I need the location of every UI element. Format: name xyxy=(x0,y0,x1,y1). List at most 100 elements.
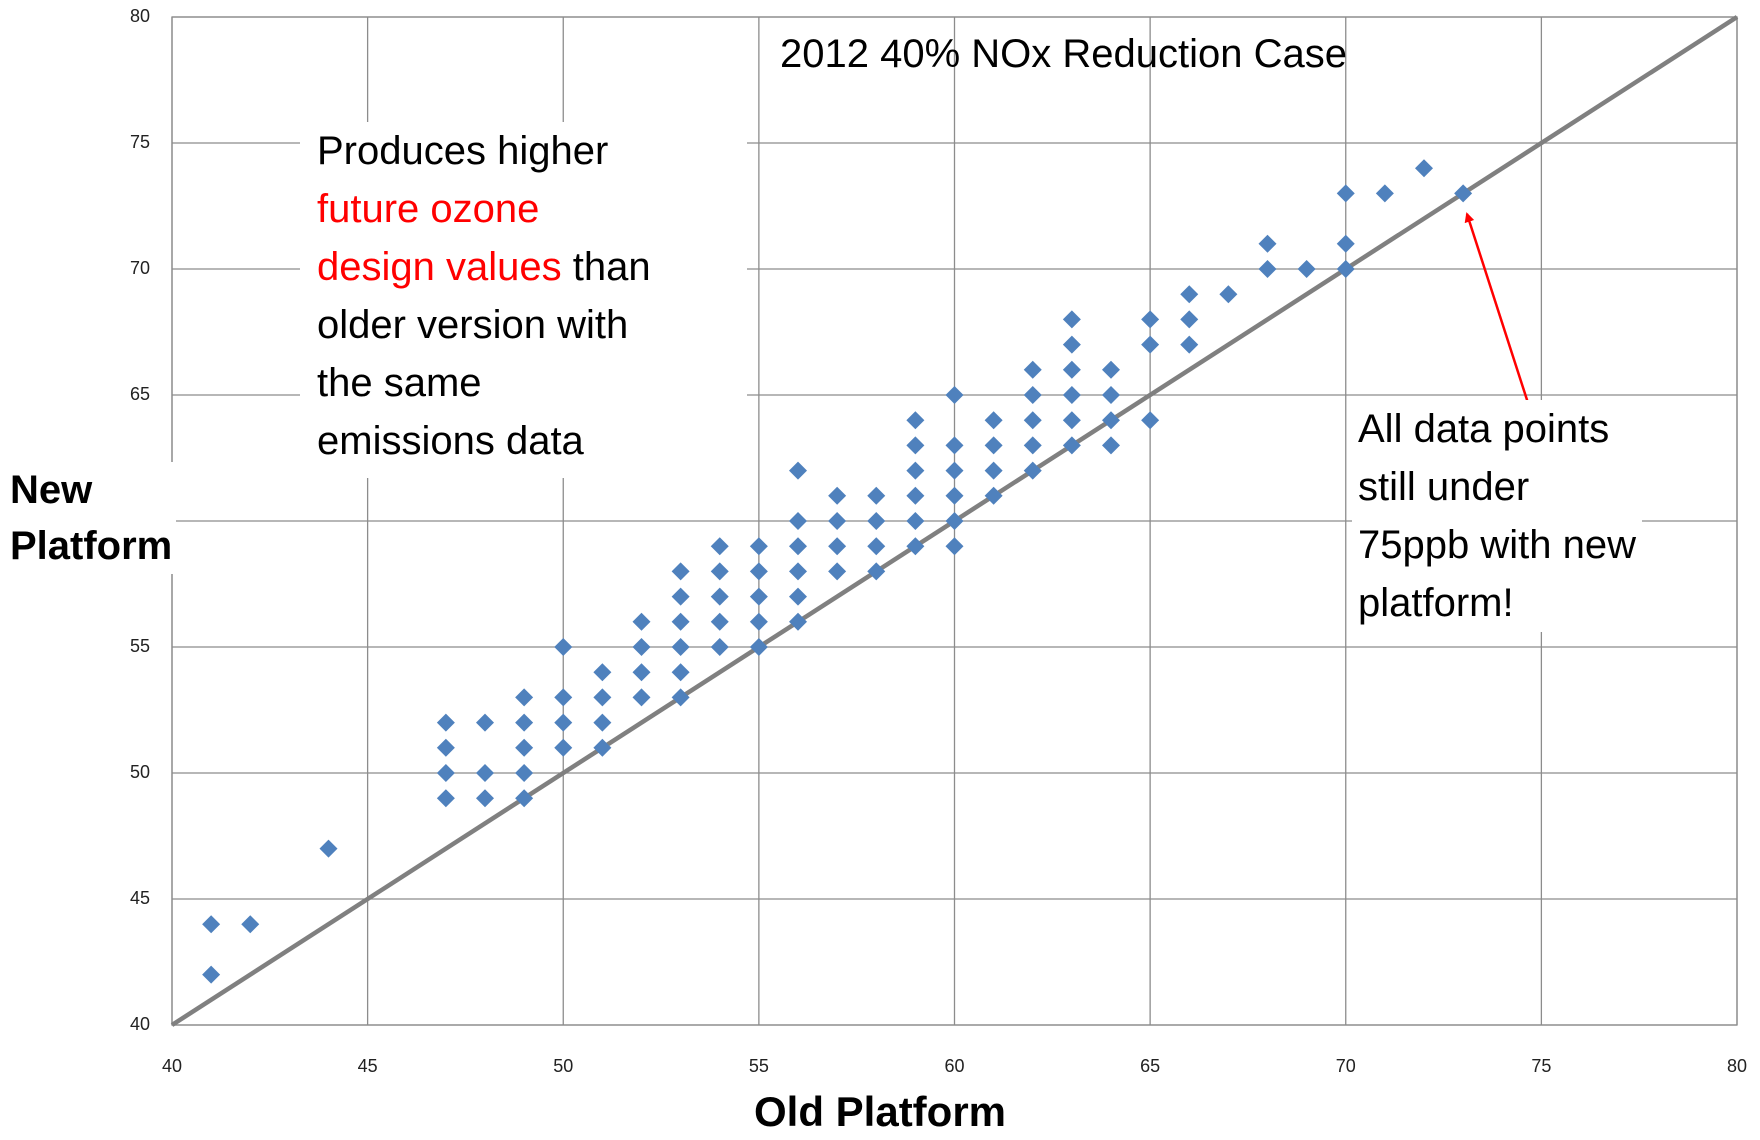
point xyxy=(1258,260,1277,278)
point xyxy=(710,537,729,556)
point xyxy=(202,965,221,984)
point xyxy=(984,461,1003,480)
point xyxy=(1180,310,1199,329)
point xyxy=(436,789,455,808)
x-tick-label: 75 xyxy=(1531,1056,1551,1076)
point xyxy=(476,789,494,808)
point xyxy=(749,638,768,656)
point xyxy=(789,537,807,556)
point xyxy=(671,562,690,581)
point xyxy=(1102,411,1120,430)
point xyxy=(593,738,612,757)
point xyxy=(789,562,807,581)
x-tick-label: 80 xyxy=(1727,1056,1747,1076)
annotation-line: older version with xyxy=(317,296,747,354)
y-axis-label-line: Platform xyxy=(10,524,173,568)
annotation: Produces higher future ozone design values… xyxy=(300,122,747,478)
point xyxy=(945,512,964,530)
point xyxy=(1141,310,1160,329)
point xyxy=(1062,436,1081,455)
annotation-text: older version with xyxy=(317,303,629,347)
point xyxy=(1141,411,1160,430)
point xyxy=(867,562,886,581)
point xyxy=(1141,335,1160,354)
point xyxy=(1102,360,1120,379)
annotation-line: still under xyxy=(1358,458,1636,516)
point xyxy=(906,411,925,430)
point xyxy=(789,461,807,480)
point xyxy=(828,537,847,556)
annotation-line: future ozone xyxy=(317,180,747,238)
point xyxy=(632,688,651,707)
annotation-line: design values than xyxy=(317,238,747,296)
point xyxy=(671,587,690,606)
x-tick-label: 40 xyxy=(162,1056,182,1076)
y-axis-label: New Platform xyxy=(10,462,177,574)
y-axis-label-line: New xyxy=(10,468,93,512)
point xyxy=(515,688,534,707)
annotation-text: All data points xyxy=(1358,407,1610,451)
annotation: All data points still under 75ppb with new… xyxy=(1352,400,1642,632)
point xyxy=(710,612,729,631)
annotation-line: platform! xyxy=(1358,574,1636,632)
point xyxy=(515,738,534,757)
point xyxy=(945,436,964,455)
point xyxy=(671,663,690,682)
point xyxy=(436,738,455,757)
point xyxy=(828,562,847,581)
point xyxy=(710,562,729,581)
point xyxy=(945,461,964,480)
x-axis-label: Old Platform xyxy=(753,1088,1007,1135)
y-tick-label: 80 xyxy=(130,6,150,26)
y-tick-label: 50 xyxy=(130,762,150,782)
point xyxy=(828,486,847,505)
point xyxy=(1180,335,1199,354)
point xyxy=(554,738,573,757)
y-tick-label: 45 xyxy=(130,888,150,908)
point xyxy=(984,436,1003,455)
y-tick-label: 65 xyxy=(130,384,150,404)
point xyxy=(1454,184,1473,203)
point xyxy=(749,537,768,556)
x-tick-label: 60 xyxy=(944,1056,964,1076)
y-tick-label: 40 xyxy=(130,1014,150,1034)
marks xyxy=(170,15,1739,1027)
x-tick-label: 55 xyxy=(749,1056,769,1076)
annotation-text: platform! xyxy=(1358,581,1514,625)
point xyxy=(945,386,964,404)
point xyxy=(671,688,690,707)
point xyxy=(867,486,886,505)
point xyxy=(789,587,807,606)
point xyxy=(476,764,494,782)
point xyxy=(1180,285,1199,304)
point xyxy=(828,512,847,530)
point xyxy=(906,461,925,480)
point xyxy=(1102,436,1120,455)
point xyxy=(515,713,534,732)
point xyxy=(867,537,886,556)
point xyxy=(554,688,573,707)
annotation-line: emissions data xyxy=(317,412,747,470)
point xyxy=(436,713,455,732)
point xyxy=(906,486,925,505)
point xyxy=(476,713,494,732)
point xyxy=(1062,386,1081,404)
x-tick-label: 70 xyxy=(1336,1056,1356,1076)
point xyxy=(1023,360,1042,379)
point xyxy=(1258,234,1277,253)
point xyxy=(945,537,964,556)
point xyxy=(1375,184,1394,203)
y-tick-label: 70 xyxy=(130,258,150,278)
point xyxy=(554,638,573,656)
point xyxy=(984,411,1003,430)
point xyxy=(436,764,455,782)
point xyxy=(1336,260,1355,278)
point xyxy=(632,663,651,682)
point xyxy=(671,612,690,631)
point xyxy=(1023,411,1042,430)
annotation-line: All data points xyxy=(1358,400,1636,458)
x-tick-label: 65 xyxy=(1140,1056,1160,1076)
point xyxy=(749,562,768,581)
